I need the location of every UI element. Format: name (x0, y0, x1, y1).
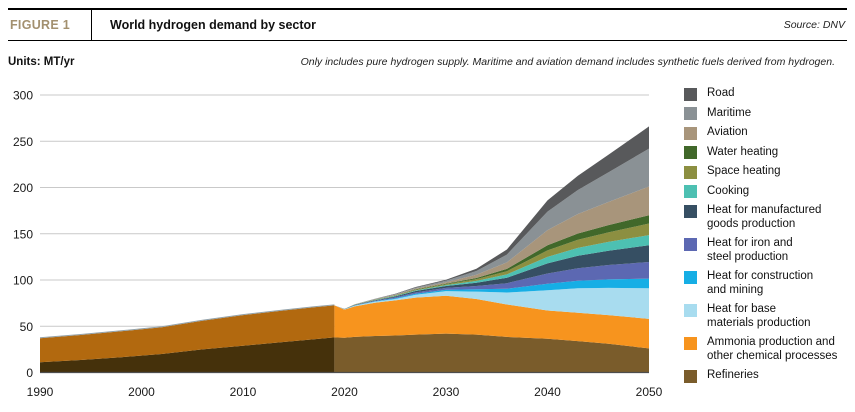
legend-item-heat-for-base-materials-production: Heat for base materials production (684, 303, 854, 330)
series-area-heat-for-construction-and-mining-forecast (334, 278, 649, 310)
legend-item-ammonia-production-and-other-chemical-processes: Ammonia production and other chemical pr… (684, 336, 854, 363)
legend-swatch-aviation (684, 126, 697, 140)
y-tick-label-0: 0 (26, 366, 33, 380)
legend-swatch-ammonia-production-and-other-chemical-processes (684, 336, 697, 350)
legend-item-refineries: Refineries (684, 369, 854, 383)
legend-label-space-heating: Space heating (707, 165, 781, 177)
subheader: Units: MT/yr Only includes pure hydrogen… (8, 56, 835, 68)
legend-item-cooking: Cooking (684, 184, 854, 198)
legend-item-aviation: Aviation (684, 126, 854, 140)
x-tick-label-2010: 2010 (230, 385, 257, 399)
legend-label-ammonia-production-and-other-chemical-processes: Ammonia production and other chemical pr… (707, 336, 838, 362)
legend-swatch-maritime (684, 107, 697, 120)
legend-label-refineries: Refineries (707, 369, 759, 381)
x-tick-label-2030: 2030 (433, 385, 460, 399)
legend-label-heat-for-iron-and-steel-production: Heat for iron and steel production (707, 237, 793, 263)
legend-swatch-heat-for-construction-and-mining (684, 270, 697, 284)
y-tick-label-300: 300 (13, 89, 33, 103)
y-tick-label-200: 200 (13, 181, 33, 195)
x-tick-label-2040: 2040 (534, 385, 561, 399)
figure-header: FIGURE 1 World hydrogen demand by sector… (8, 8, 847, 41)
series-area-refineries-historical (40, 337, 335, 373)
legend-swatch-refineries (684, 369, 697, 383)
historical-total-line (39, 304, 335, 339)
legend-item-space-heating: Space heating (684, 165, 854, 179)
x-tick-label-1990: 1990 (27, 385, 54, 399)
series-area-heat-for-iron-and-steel-production-forecast (334, 262, 649, 310)
legend-label-heat-for-manufactured-goods-production: Heat for manufactured goods production (707, 204, 822, 230)
legend-label-road: Road (707, 87, 735, 99)
legend-label-maritime: Maritime (707, 106, 752, 119)
series-area-water-heating-forecast (334, 215, 649, 309)
legend-item-heat-for-manufactured-goods-production: Heat for manufactured goods production (684, 204, 854, 231)
series-area-refineries-forecast (334, 333, 649, 373)
legend-label-water-heating: Water heating (707, 145, 779, 158)
x-tick-label-2000: 2000 (128, 385, 155, 399)
series-area-heat-for-manufactured-goods-production-forecast (334, 245, 649, 310)
y-tick-label-100: 100 (13, 274, 33, 288)
units-label: Units: MT/yr (8, 56, 75, 68)
header-divider (91, 10, 92, 40)
legend-swatch-space-heating (684, 165, 697, 179)
legend-item-maritime: Maritime (684, 106, 854, 120)
chart-legend: Road Maritime Aviation Water heating Space h… (684, 87, 854, 389)
series-area-cooking-forecast (334, 235, 649, 309)
footnote-label: Only includes pure hydrogen supply. Mari… (300, 56, 835, 68)
legend-label-cooking: Cooking (707, 184, 750, 197)
legend-swatch-heat-for-iron-and-steel-production (684, 237, 697, 251)
legend-swatch-cooking (684, 185, 697, 198)
legend-label-heat-for-construction-and-mining: Heat for construction and mining (707, 270, 814, 296)
y-tick-label-250: 250 (13, 135, 33, 149)
y-tick-label-50: 50 (20, 320, 34, 334)
legend-item-water-heating: Water heating (684, 145, 854, 159)
legend-label-heat-for-base-materials-production: Heat for base materials production (707, 303, 811, 329)
legend-item-road: Road (684, 87, 854, 101)
figure-label: FIGURE 1 (10, 18, 71, 32)
x-tick-label-2020: 2020 (331, 385, 358, 399)
series-area-space-heating-forecast (334, 223, 649, 309)
legend-label-aviation: Aviation (707, 126, 748, 138)
x-tick-label-2050: 2050 (636, 385, 663, 399)
legend-item-heat-for-construction-and-mining: Heat for construction and mining (684, 270, 854, 297)
legend-swatch-heat-for-base-materials-production (684, 303, 697, 317)
series-area-heat-for-base-materials-production-forecast (334, 287, 649, 319)
y-tick-label-150: 150 (13, 227, 33, 241)
legend-swatch-heat-for-manufactured-goods-production (684, 204, 697, 218)
figure-title: World hydrogen demand by sector (110, 18, 317, 32)
series-area-ammonia-production-and-other-chemical-processes-historical (40, 305, 335, 363)
legend-swatch-road (684, 87, 697, 101)
legend-swatch-water-heating (684, 146, 697, 159)
series-area-aviation-forecast (334, 186, 649, 309)
legend-item-heat-for-iron-and-steel-production: Heat for iron and steel production (684, 237, 854, 264)
series-area-ammonia-production-and-other-chemical-processes-forecast (334, 295, 649, 349)
source-label: Source: DNV (783, 19, 845, 31)
